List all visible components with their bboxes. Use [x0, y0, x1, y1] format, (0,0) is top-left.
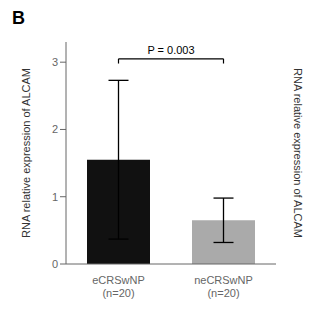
svg-text:RNA relative expression of ALC: RNA relative expression of ALCAM: [292, 68, 304, 238]
svg-text:1: 1: [52, 191, 58, 203]
svg-text:3: 3: [52, 56, 58, 68]
svg-text:eCRSwNP(n=20): eCRSwNP(n=20): [92, 274, 145, 299]
svg-text:2: 2: [52, 123, 58, 135]
svg-text:neCRSwNP(n=20): neCRSwNP(n=20): [194, 274, 253, 299]
svg-text:P = 0.003: P = 0.003: [147, 44, 194, 56]
svg-text:0: 0: [52, 258, 58, 270]
svg-text:RNA relative expression of ALC: RNA relative expression of ALCAM: [20, 68, 32, 238]
html-text:B: B: [12, 8, 25, 28]
